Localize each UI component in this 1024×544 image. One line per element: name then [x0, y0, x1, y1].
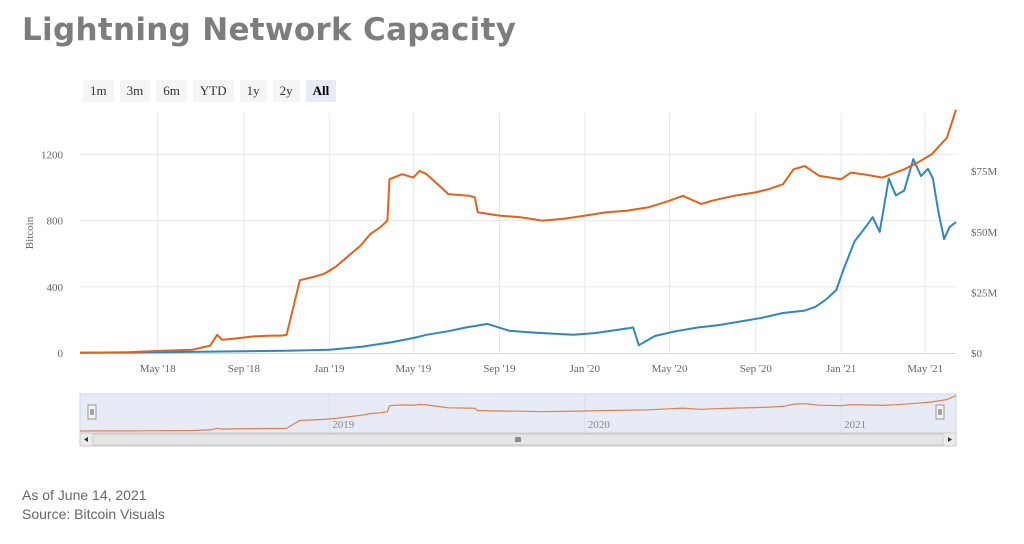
y-tick-label: 0 — [58, 348, 64, 360]
page-title: Lightning Network Capacity — [22, 12, 517, 48]
bitcoin-capacity-line — [79, 109, 957, 354]
y2-tick-label: $50M — [971, 227, 998, 239]
range-button-ytd[interactable]: YTD — [192, 80, 234, 102]
grid-lines — [80, 113, 956, 353]
range-selector: 1m 3m 6m YTD 1y 2y All — [83, 80, 337, 102]
plot-area — [79, 109, 957, 354]
axes: 0 400 800 1200 $0 $25M $50M $75M Bitcoin May '18 S… — [24, 149, 998, 375]
range-button-3m[interactable]: 3m — [119, 80, 151, 102]
usd-capacity-line — [79, 158, 957, 354]
x-tick-label: Sep '18 — [228, 363, 261, 375]
y-tick-label: 1200 — [41, 149, 64, 161]
x-tick-label: Jan '19 — [314, 363, 345, 375]
range-button-all[interactable]: All — [305, 80, 337, 102]
chevron-left-icon — [84, 437, 88, 442]
range-button-2y[interactable]: 2y — [272, 80, 300, 102]
capacity-chart: 0 400 800 1200 $0 $25M $50M $75M Bitcoin May '18 S… — [24, 109, 998, 447]
chevron-right-icon — [948, 437, 952, 442]
x-tick-label: May '20 — [652, 363, 688, 375]
navigator-selection — [79, 393, 957, 434]
as-of-note: As of June 14, 2021 — [22, 487, 147, 503]
x-tick-label: Sep '20 — [740, 363, 773, 375]
navigator-label: 2020 — [588, 419, 611, 431]
range-button-1y[interactable]: 1y — [239, 80, 267, 102]
y-tick-label: 800 — [47, 216, 64, 228]
y2-tick-label: $25M — [971, 287, 998, 299]
x-tick-label: May '19 — [395, 363, 431, 375]
navigator-label: 2021 — [844, 419, 866, 431]
scrollbar[interactable] — [79, 432, 957, 447]
range-button-1m[interactable]: 1m — [83, 80, 114, 102]
handle-grip — [87, 404, 97, 420]
navigator-left-handle[interactable] — [87, 404, 97, 420]
x-tick-label: May '21 — [907, 363, 943, 375]
handle-grip — [935, 404, 945, 420]
navigator-label: 2019 — [332, 419, 355, 431]
x-tick-label: May '18 — [140, 363, 176, 375]
y2-tick-label: $0 — [971, 348, 983, 360]
y-tick-label: 400 — [47, 282, 64, 294]
source-note: Source: Bitcoin Visuals — [22, 506, 165, 522]
x-tick-label: Sep '19 — [483, 363, 516, 375]
navigator-series-line — [79, 394, 957, 432]
y2-tick-label: $75M — [971, 166, 998, 178]
navigator-right-handle[interactable] — [935, 404, 945, 420]
range-button-6m[interactable]: 6m — [156, 80, 187, 102]
navigator[interactable]: 2019 2020 2021 — [79, 393, 957, 434]
x-tick-label: Jan '20 — [570, 363, 601, 375]
x-tick-label: Jan '21 — [826, 363, 856, 375]
y-axis-title: Bitcoin — [24, 216, 36, 249]
